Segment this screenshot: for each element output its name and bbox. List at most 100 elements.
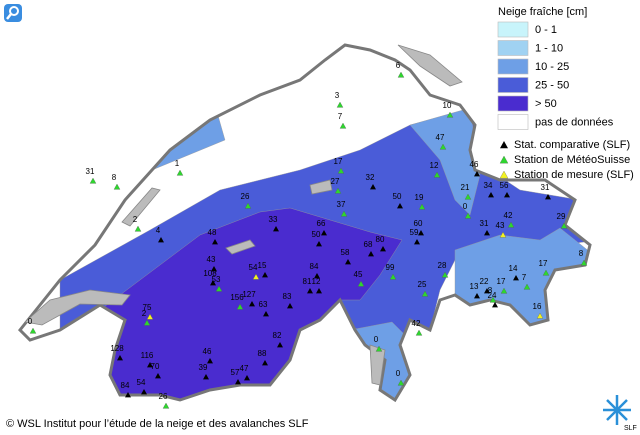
- legend-label: 25 - 50: [535, 79, 569, 91]
- station-value: 8: [112, 173, 117, 182]
- station-value: 15: [258, 261, 267, 270]
- station-value: 82: [273, 331, 282, 340]
- station-value: 56: [500, 181, 509, 190]
- station-marker: [146, 313, 154, 320]
- station-value: 12: [312, 277, 321, 286]
- zoom-button[interactable]: [4, 4, 22, 22]
- station-value: 31: [480, 219, 489, 228]
- station-value: 59: [410, 228, 419, 237]
- station-marker: [176, 169, 184, 176]
- station-value: 37: [337, 200, 346, 209]
- station-marker: [287, 303, 293, 309]
- station-marker: [125, 392, 131, 398]
- station-marker: [484, 288, 490, 294]
- station-value: 0: [28, 317, 33, 326]
- station-value: 108: [203, 269, 217, 278]
- legend-swatch: [497, 114, 529, 130]
- station-marker: [207, 358, 213, 364]
- station-marker: [263, 311, 269, 317]
- station-value: 43: [207, 255, 216, 264]
- legend: Neige fraîche [cm] 0 - 1 1 - 10 10 - 25 25 …: [497, 6, 634, 181]
- station-value: 156: [230, 293, 244, 302]
- station-value: 46: [470, 160, 479, 169]
- station-value: 6: [396, 61, 401, 70]
- station-value: 50: [312, 230, 321, 239]
- station-marker: [421, 290, 429, 297]
- station-value: 128: [110, 344, 124, 353]
- station-marker: [262, 360, 268, 366]
- legend-label: Stat. comparative (SLF): [514, 139, 630, 151]
- station-marker: [507, 221, 515, 228]
- station-value: 88: [258, 349, 267, 358]
- station-marker: [500, 287, 508, 294]
- station-marker: [162, 402, 170, 409]
- station-value: 47: [436, 133, 445, 142]
- station-value: 22: [480, 277, 489, 286]
- station-marker: [357, 280, 365, 287]
- legend-swatch: [497, 77, 529, 93]
- station-marker: [536, 312, 544, 319]
- station-value: 1: [175, 159, 180, 168]
- station-value: 99: [386, 263, 395, 272]
- station-value: 42: [412, 319, 421, 328]
- station-marker: [484, 230, 490, 236]
- station-marker: [474, 171, 480, 177]
- station-value: 81: [303, 277, 312, 286]
- station-marker: [580, 259, 588, 266]
- station-value: 75: [143, 303, 152, 312]
- station-value: 4: [156, 226, 161, 235]
- station-marker: [244, 202, 252, 209]
- lake: [225, 239, 256, 255]
- station-value: 17: [539, 259, 548, 268]
- legend-swatch: [497, 40, 529, 56]
- legend-label: 1 - 10: [535, 42, 563, 54]
- station-value: 24: [488, 291, 497, 300]
- station-value: 14: [509, 264, 518, 273]
- station-value: 8: [488, 286, 493, 295]
- station-value: 31: [541, 183, 550, 192]
- legend-label: pas de données: [535, 116, 614, 128]
- station-marker: [113, 183, 121, 190]
- station-marker: [210, 280, 216, 286]
- station-marker: [389, 273, 397, 280]
- station-marker: [143, 319, 151, 326]
- lake: [24, 289, 131, 326]
- station-marker: [464, 193, 472, 200]
- station-marker: [414, 239, 420, 245]
- legend-label: 0 - 1: [535, 24, 557, 36]
- station-marker: [277, 342, 283, 348]
- station-marker: [262, 272, 268, 278]
- station-marker: [321, 230, 327, 236]
- station-marker: [397, 71, 405, 78]
- station-marker: [334, 187, 342, 194]
- station-marker: [336, 101, 344, 108]
- lake: [121, 187, 161, 227]
- station-marker: [273, 226, 279, 232]
- station-marker: [545, 194, 551, 200]
- station-value: 8: [579, 249, 584, 258]
- station-value: 0: [463, 202, 468, 211]
- station-marker: [89, 177, 97, 184]
- station-value: 0: [374, 335, 379, 344]
- station-value: 26: [159, 392, 168, 401]
- station-value: 60: [414, 219, 423, 228]
- station-marker: [252, 273, 260, 280]
- station-value: 63: [259, 300, 268, 309]
- station-marker: [513, 275, 519, 281]
- snow-region: [454, 227, 590, 331]
- station-value: 17: [334, 157, 343, 166]
- lake: [397, 44, 463, 87]
- station-marker: [418, 230, 424, 236]
- logo-text: SLF: [624, 425, 637, 432]
- station-marker: [439, 143, 447, 150]
- station-marker: [337, 167, 345, 174]
- station-marker: [415, 329, 423, 336]
- station-value: 3: [335, 91, 340, 100]
- station-value: 58: [341, 248, 350, 257]
- station-marker: [158, 237, 164, 243]
- station-marker: [340, 210, 348, 217]
- station-marker: [489, 296, 497, 303]
- legend-title: Neige fraîche [cm]: [498, 6, 587, 18]
- station-value: 25: [418, 280, 427, 289]
